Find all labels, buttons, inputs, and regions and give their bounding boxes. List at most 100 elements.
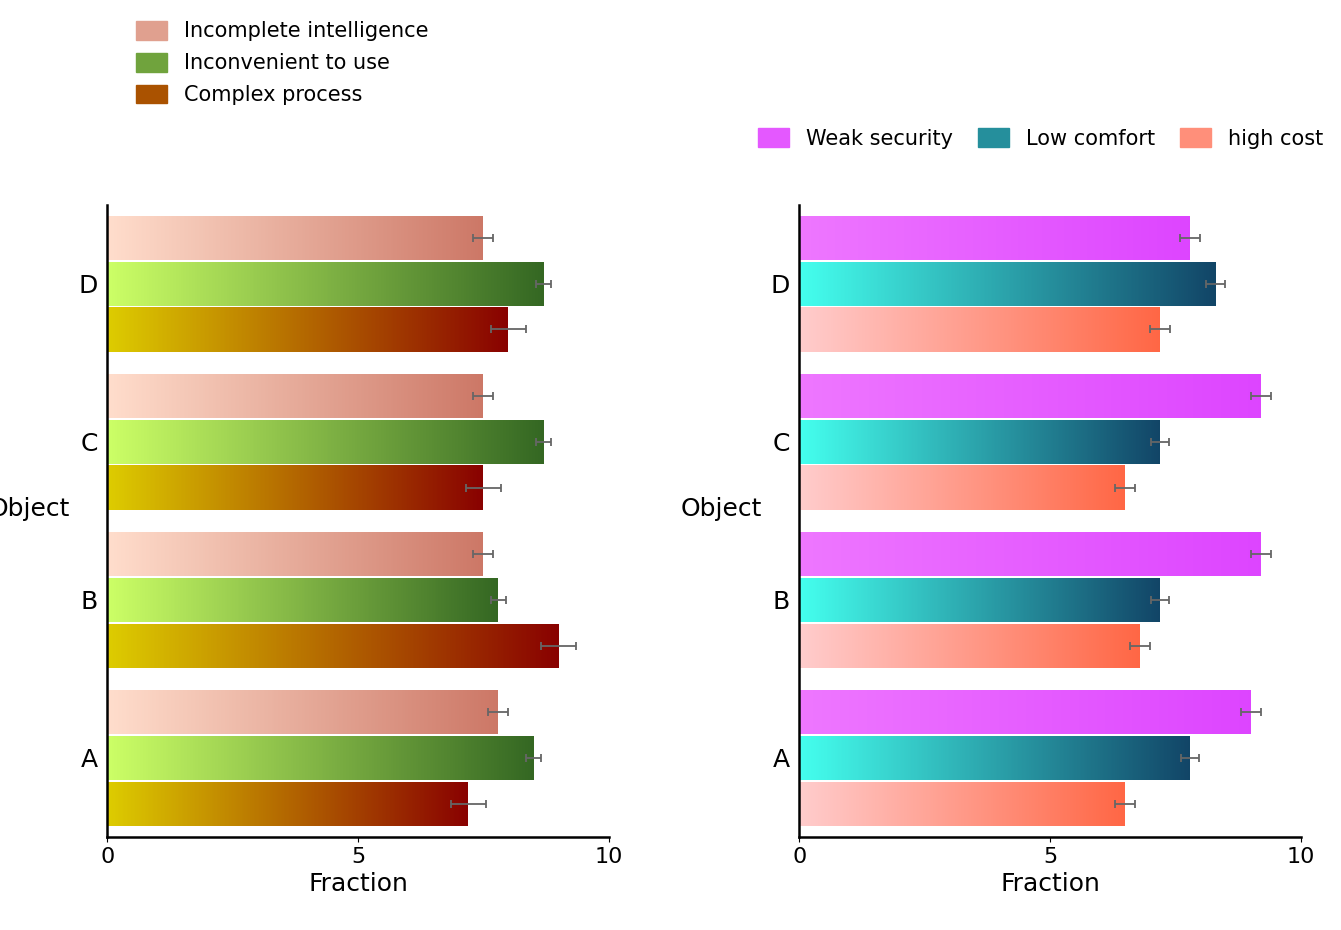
Bar [208,261,209,306]
Bar [283,419,284,464]
Bar [182,261,184,306]
Bar [416,261,417,306]
Bar [169,261,170,306]
Bar [949,532,952,577]
Bar [1179,532,1180,577]
Bar [966,261,967,306]
Bar [995,261,996,306]
Bar [998,261,999,306]
Bar [349,419,350,464]
Bar [823,690,825,735]
Bar [152,623,153,668]
Bar [430,736,432,780]
Bar [1188,261,1189,306]
Bar [511,419,514,464]
Bar [1114,261,1116,306]
Bar [275,623,276,668]
Bar [131,261,134,306]
Bar [1061,261,1062,306]
Bar [1215,374,1216,418]
Bar [380,623,381,668]
Bar [204,419,205,464]
Bar [322,623,325,668]
Bar [109,623,110,668]
Bar [480,736,481,780]
Bar [225,736,227,780]
Bar [141,419,142,464]
Bar [388,261,389,306]
Bar [291,623,292,668]
Bar [369,623,370,668]
Bar [1030,261,1031,306]
Bar [1055,690,1057,735]
Bar [530,736,531,780]
Bar [286,261,287,306]
Bar [1203,532,1204,577]
Bar [939,374,941,418]
Bar [905,690,907,735]
Bar [980,261,982,306]
Bar [295,623,296,668]
Bar [345,623,346,668]
Bar [1189,261,1191,306]
Bar [1214,374,1215,418]
Bar [1104,374,1105,418]
Bar [445,261,447,306]
Bar [481,736,483,780]
Bar [1049,374,1050,418]
Bar [945,374,947,418]
Bar [378,419,380,464]
Bar [1132,261,1133,306]
Bar [528,736,530,780]
Bar [1043,374,1046,418]
Bar [1050,374,1051,418]
Bar [209,736,211,780]
Bar [459,419,461,464]
Bar [271,736,272,780]
Bar [974,374,975,418]
Bar [527,261,528,306]
Bar [1132,374,1133,418]
Bar [236,623,239,668]
Bar [212,261,213,306]
Bar [390,736,392,780]
Bar [475,419,476,464]
Bar [483,261,484,306]
Bar [129,261,130,306]
Bar [508,736,510,780]
Bar [907,690,908,735]
Bar [311,419,312,464]
Bar [1041,690,1042,735]
Bar [244,419,245,464]
Bar [148,419,149,464]
Bar [351,736,353,780]
Bar [1090,690,1092,735]
Bar [1116,374,1117,418]
Bar [861,261,862,306]
Bar [858,261,860,306]
Bar [314,623,315,668]
Bar [449,736,451,780]
Bar [448,261,449,306]
Bar [507,736,508,780]
Bar [249,419,251,464]
Bar [1243,532,1246,577]
Bar [831,261,833,306]
Bar [830,261,831,306]
Bar [343,261,345,306]
Bar [542,623,543,668]
Bar [1173,532,1175,577]
Bar [327,419,329,464]
Bar [975,374,976,418]
Bar [818,690,819,735]
Bar [1116,690,1117,735]
Bar [1210,261,1211,306]
Bar [508,419,510,464]
Bar [1035,374,1037,418]
Bar [223,736,224,780]
Bar [1206,261,1207,306]
Bar [425,623,426,668]
Bar [1101,261,1102,306]
Bar [499,261,500,306]
Bar [1211,690,1214,735]
